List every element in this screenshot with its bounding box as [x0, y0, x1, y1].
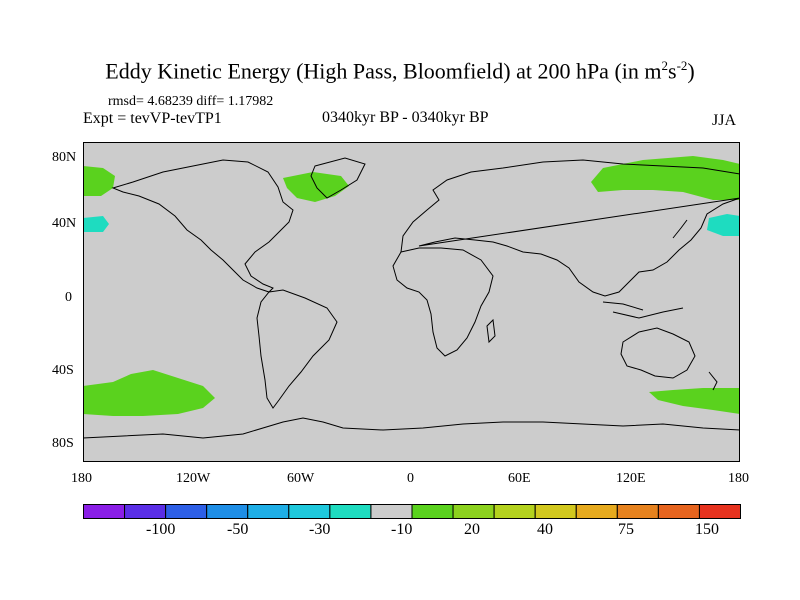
lon-label-120w: 120W: [176, 471, 211, 486]
lat-label-80n: 80N: [52, 150, 77, 165]
lon-label-0: 0: [407, 471, 414, 486]
colorbar-label-5: 20: [464, 521, 480, 538]
coast-new-zealand: [708, 371, 718, 391]
map-plot: [83, 142, 740, 462]
colorbar-box: [411, 504, 454, 519]
colorbar-box: [247, 504, 290, 519]
positive-region-nw-pacific: [83, 166, 115, 196]
stats-label: rmsd= 4.68239 diff= 1.17982: [108, 94, 274, 109]
coast-south-america: [256, 289, 338, 409]
colorbar-boxes: [83, 504, 741, 519]
coast-madagascar: [486, 318, 496, 344]
colorbar-box: [329, 504, 372, 519]
period-label: 0340kyr BP - 0340kyr BP: [322, 109, 489, 126]
colorbar-box: [657, 504, 700, 519]
lon-label-180-east: 180: [728, 471, 749, 486]
season-label: JJA: [712, 112, 737, 129]
colorbar-label-3: -30: [309, 521, 331, 538]
coast-australia: [620, 327, 696, 379]
colorbar-box: [452, 504, 495, 519]
colorbar-box: [698, 504, 741, 519]
coast-north-america: [111, 159, 294, 293]
colorbar-label-1: -100: [146, 521, 176, 538]
colorbar-label-6: 40: [537, 521, 553, 538]
lat-label-0: 0: [65, 290, 72, 305]
positive-region-south-pacific: [83, 370, 215, 416]
coast-antarctica: [83, 417, 740, 439]
colorbar-box: [575, 504, 618, 519]
colorbar-box: [288, 504, 331, 519]
colorbar-box: [616, 504, 659, 519]
lon-label-180-west: 180: [71, 471, 92, 486]
lat-label-40n: 40N: [52, 216, 77, 231]
positive-region-siberia: [591, 156, 740, 200]
negative-region-west: [83, 216, 109, 232]
colorbar-box: [493, 504, 536, 519]
colorbar-box: [83, 504, 126, 519]
colorbar-box: [165, 504, 208, 519]
coast-africa: [392, 247, 494, 357]
colorbar: [83, 504, 741, 519]
colorbar-label-8: 150: [695, 521, 719, 538]
lon-label-120e: 120E: [616, 471, 646, 486]
coast-indonesia: [602, 301, 684, 319]
coast-europe-asia: [400, 159, 740, 297]
negative-region-east: [707, 214, 740, 236]
colorbar-box: [124, 504, 167, 519]
coast-greenland: [310, 157, 366, 199]
lat-label-40s: 40S: [52, 363, 74, 378]
coastlines: [83, 157, 740, 439]
experiment-label: Expt = tevVP-tevTP1: [83, 110, 222, 127]
colorbar-box: [370, 504, 413, 519]
coast-japan: [672, 219, 688, 239]
colorbar-box: [206, 504, 249, 519]
colorbar-label-4: -10: [391, 521, 413, 538]
plot-frame: [83, 142, 740, 462]
lon-label-60w: 60W: [287, 471, 315, 486]
plot-title: Eddy Kinetic Energy (High Pass, Bloomfie…: [105, 58, 695, 84]
positive-region-south-east: [649, 388, 740, 414]
lon-label-60e: 60E: [508, 471, 531, 486]
colorbar-label-2: -50: [227, 521, 249, 538]
colorbar-box: [534, 504, 577, 519]
lat-label-80s: 80S: [52, 436, 74, 451]
colorbar-label-7: 75: [618, 521, 634, 538]
